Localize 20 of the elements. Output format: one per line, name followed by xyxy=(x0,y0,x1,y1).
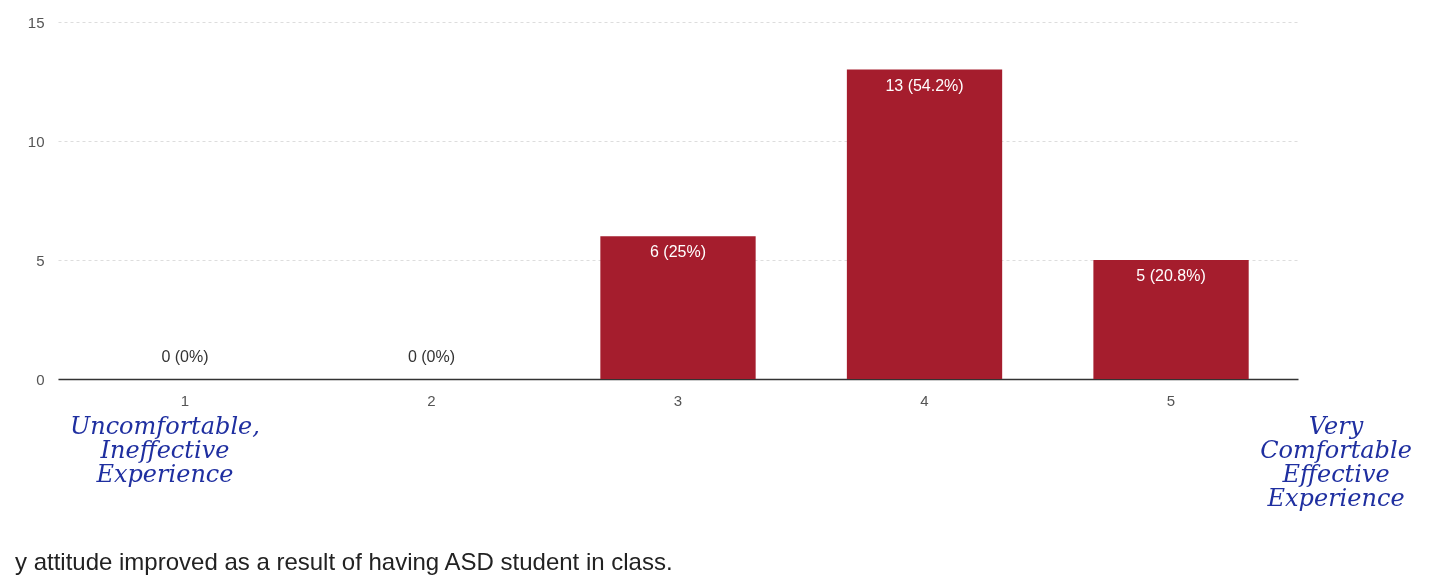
data-label: 13 (54.2%) xyxy=(885,76,964,94)
text: Uncomfortable, Ineffective Experience xyxy=(69,412,260,488)
x-tick-label: 2 xyxy=(427,391,436,409)
bar xyxy=(600,236,756,379)
data-label: 6 (25%) xyxy=(649,243,707,261)
x-tick-label: 4 xyxy=(920,391,929,409)
data-label: 5 (20.8%) xyxy=(1136,267,1206,284)
y-tick-label: 0 xyxy=(36,370,45,388)
data-label: 0 (0%) xyxy=(161,348,209,365)
bar xyxy=(1093,260,1249,379)
y-tick-label: 15 xyxy=(27,13,45,31)
y-tick-label: 10 xyxy=(27,132,45,150)
y-tick-label: 5 xyxy=(36,251,45,269)
data-label: 0 (0%) xyxy=(407,348,456,365)
x-tick-label: 3 xyxy=(673,391,683,409)
text: y attitude improved as a result of having ASD student in class. xyxy=(14,548,673,575)
x-tick-label: 1 xyxy=(180,391,190,409)
bar xyxy=(846,69,1003,379)
text: Very Comfortable Effective Experience xyxy=(1260,412,1412,512)
x-tick-label: 5 xyxy=(1166,391,1176,409)
